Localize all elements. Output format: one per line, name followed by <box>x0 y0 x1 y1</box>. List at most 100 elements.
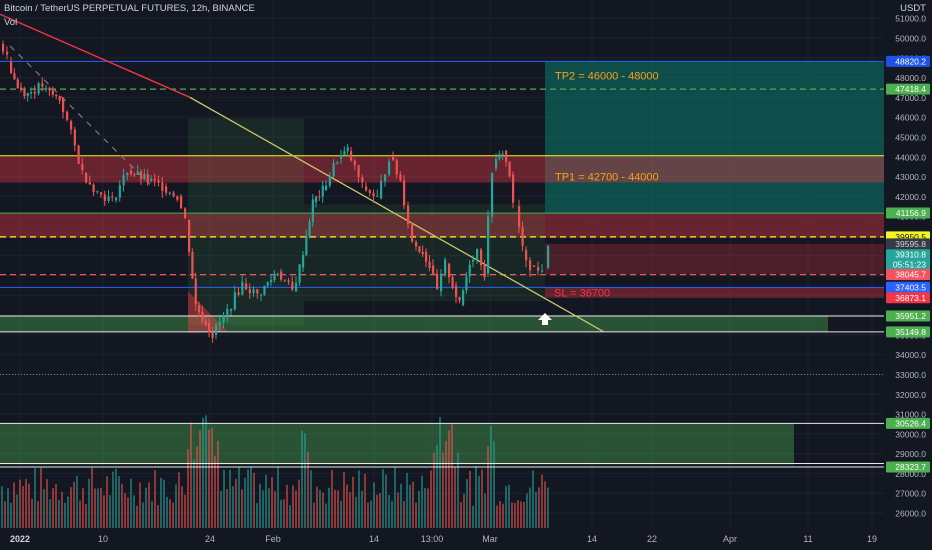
candle-body <box>458 296 461 301</box>
time-axis-bg <box>0 528 932 550</box>
volume-bar <box>130 478 132 528</box>
candle-body <box>328 176 331 186</box>
candle-body <box>311 199 314 222</box>
volume-bar <box>418 490 420 528</box>
volume-bar <box>367 502 369 528</box>
candle-body <box>440 273 443 292</box>
volume-bar <box>361 490 363 528</box>
price-badge <box>886 310 930 322</box>
candle-body <box>462 290 465 306</box>
volume-bar <box>283 499 285 528</box>
candle-body <box>421 251 424 255</box>
volume-bar <box>373 482 375 528</box>
volume-bar <box>196 446 198 528</box>
volume-bar <box>268 488 270 528</box>
volume-bar <box>463 493 465 528</box>
volume-bar <box>286 484 288 528</box>
candle-body <box>468 264 471 277</box>
volume-bar <box>109 495 111 528</box>
resistance-zone <box>0 155 884 183</box>
volume-indicator-label[interactable]: Vol <box>4 17 18 28</box>
candle-body <box>70 121 73 130</box>
volume-bar <box>121 483 123 528</box>
volume-bar <box>424 488 426 528</box>
volume-bar <box>505 486 507 528</box>
price-badge <box>886 55 930 67</box>
candle-body <box>73 129 76 146</box>
price-axis[interactable]: 26000.0 27000.0 28000.0 29000.0 30000.0 31000… <box>885 0 932 550</box>
time-tick-label: 14 <box>587 534 597 544</box>
volume-bar <box>97 488 99 528</box>
price-badge <box>886 292 930 304</box>
candle-body <box>33 92 36 94</box>
candle-body <box>263 285 266 295</box>
candle-body <box>521 227 524 246</box>
price-tick-label: 44000.0 <box>895 152 926 162</box>
candle-body <box>10 61 13 74</box>
volume-bar <box>397 492 399 528</box>
volume-bar <box>64 502 66 528</box>
candle-body <box>45 87 48 90</box>
candle-body <box>336 162 339 164</box>
volume-bar <box>271 477 273 528</box>
volume-bar <box>370 500 372 528</box>
volume-bar <box>178 472 180 528</box>
price-tick-label: 32000.0 <box>895 390 926 400</box>
candle-body <box>376 195 379 197</box>
price-tick-label: 26000.0 <box>895 509 926 519</box>
candle-body <box>368 190 371 193</box>
candle-body <box>122 175 125 186</box>
candle-body <box>153 178 156 181</box>
volume-bar <box>91 467 93 528</box>
time-axis[interactable]: 2022 10 24 Feb 14 13:00 Mar 14 22 Apr 11 19 <box>0 528 932 550</box>
candle-body <box>13 73 16 80</box>
candle-body <box>444 259 447 274</box>
volume-bar <box>319 489 321 528</box>
candle-body <box>191 251 194 279</box>
candle-body <box>96 191 99 193</box>
price-tick-label: 47000.0 <box>895 93 926 103</box>
volume-bar <box>478 475 480 528</box>
up-arrow-icon <box>538 313 552 325</box>
volume-bar <box>52 488 54 528</box>
candle-body <box>115 197 118 201</box>
currency-label: USDT <box>900 3 926 14</box>
volume-bar <box>529 487 531 528</box>
volume-bar <box>34 468 36 528</box>
candlesticks <box>2 40 550 343</box>
candle-body <box>146 174 149 183</box>
time-tick-label: 10 <box>98 534 108 544</box>
candle-body <box>353 160 356 166</box>
volume-bar <box>262 490 264 528</box>
volume-bar <box>430 470 432 528</box>
candle-body <box>372 192 375 197</box>
candle-body <box>245 283 248 290</box>
annotations: TP2 = 46000 - 48000 TP1 = 42700 - 44000 SL… <box>538 71 659 325</box>
price-badge-label: 39595.8 <box>895 239 926 249</box>
volume-bar <box>403 501 405 528</box>
candle-body <box>85 172 88 183</box>
volume-bar <box>451 424 453 528</box>
volume-bar <box>454 467 456 528</box>
candle-body <box>140 171 143 180</box>
volume-bar <box>421 475 423 528</box>
volume-bar <box>13 482 15 528</box>
sell-wedge <box>188 291 228 333</box>
candle-body <box>455 285 458 297</box>
price-tick-label: 42000.0 <box>895 192 926 202</box>
volume-bar <box>322 492 324 528</box>
volume-bar <box>337 490 339 528</box>
candle-body <box>118 185 121 198</box>
volume-bar <box>94 488 96 528</box>
volume-bar <box>184 494 186 528</box>
volume-bar <box>10 502 12 528</box>
time-tick-label: 13:00 <box>421 534 444 544</box>
volume-bar <box>202 417 204 528</box>
volume-bar <box>514 502 516 528</box>
candle-body <box>16 79 19 89</box>
candle-body <box>58 96 61 101</box>
volume-bar <box>115 468 117 528</box>
candle-body <box>194 278 197 305</box>
volume-bar <box>61 491 63 528</box>
